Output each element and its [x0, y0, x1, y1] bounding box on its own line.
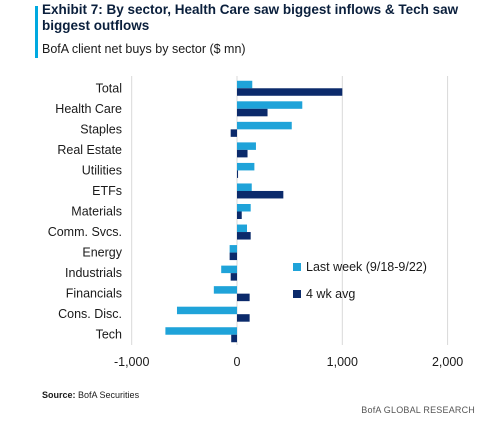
- x-tick-label: -1,000: [114, 355, 149, 369]
- category-label: Utilities: [82, 163, 122, 177]
- bar-last-week: [237, 142, 256, 150]
- category-label: Comm. Svcs.: [48, 225, 122, 239]
- category-label: Real Estate: [57, 143, 122, 157]
- bar-last-week: [237, 101, 303, 109]
- bar-4wk-avg: [237, 232, 251, 240]
- category-label: Staples: [80, 122, 122, 136]
- x-tick-label: 2,000: [432, 355, 463, 369]
- source-note: Source: BofA Securities: [42, 390, 139, 400]
- category-label: Cons. Disc.: [58, 307, 122, 321]
- source-text: BofA Securities: [78, 390, 140, 400]
- legend-label: 4 wk avg: [306, 287, 355, 301]
- bar-4wk-avg: [230, 273, 237, 281]
- category-label: Industrials: [65, 266, 122, 280]
- bar-4wk-avg: [237, 149, 248, 158]
- bar-4wk-avg: [237, 108, 268, 117]
- bar-4wk-avg: [237, 314, 250, 322]
- category-label: Energy: [82, 246, 122, 260]
- brand-label: BofA GLOBAL RESEARCH: [361, 405, 475, 415]
- bar-last-week: [237, 121, 292, 130]
- source-label: Source:: [42, 390, 76, 400]
- bar-chart: Total Health Care Staples Real Estate Utilit…: [48, 76, 463, 369]
- category-label: ETFs: [92, 184, 122, 198]
- x-tick-label: 1,000: [327, 355, 358, 369]
- category-label: Tech: [96, 328, 122, 342]
- bar-last-week: [229, 245, 237, 253]
- category-label: Total: [96, 81, 122, 95]
- category-label: Health Care: [55, 102, 122, 116]
- bar-last-week: [221, 265, 237, 274]
- bar-4wk-avg: [237, 88, 343, 96]
- bar-last-week: [237, 204, 251, 212]
- title-accent-bar: [35, 6, 38, 58]
- bar-4wk-avg: [237, 190, 284, 199]
- bar-4wk-avg: [231, 334, 237, 343]
- chart-subtitle: BofA client net buys by sector ($ mn): [42, 42, 246, 56]
- bar-last-week: [237, 224, 248, 233]
- bar-last-week: [165, 327, 237, 335]
- chart-title: Exhibit 7: By sector, Health Care saw bi…: [42, 2, 459, 33]
- bar-4wk-avg: [237, 211, 242, 219]
- legend-swatch: [293, 290, 301, 298]
- bar-4wk-avg: [229, 252, 237, 261]
- legend-swatch: [293, 263, 301, 271]
- bar-last-week: [237, 183, 252, 191]
- category-label: Financials: [66, 287, 122, 301]
- x-tick-label: 0: [234, 355, 241, 369]
- bar-last-week: [237, 162, 255, 171]
- bar-last-week: [176, 306, 237, 315]
- bar-4wk-avg: [237, 293, 250, 302]
- category-label: Materials: [71, 205, 122, 219]
- bar-4wk-avg: [230, 129, 237, 137]
- bar-last-week: [213, 286, 237, 294]
- bar-last-week: [237, 80, 253, 89]
- legend-label: Last week (9/18-9/22): [306, 260, 427, 274]
- bar-4wk-avg: [237, 170, 239, 178]
